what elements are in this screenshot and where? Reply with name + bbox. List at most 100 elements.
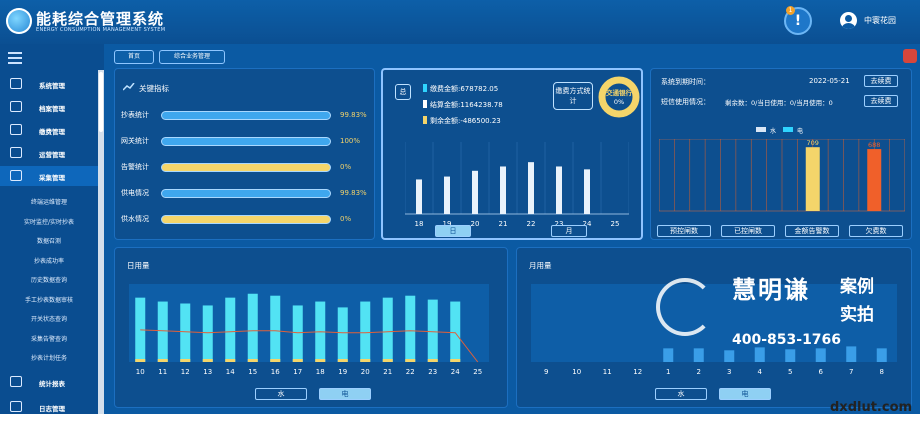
sidebar-subitem[interactable]: 手工抄表数据审核 <box>24 296 73 304</box>
close-button[interactable] <box>903 49 917 63</box>
sidebar-subitem[interactable]: 采集告警查询 <box>30 335 67 343</box>
daily-bar-cap <box>270 359 281 362</box>
daily-power-button[interactable]: 电 <box>319 388 371 400</box>
daily-bar <box>157 301 168 362</box>
payment-legend-chip <box>423 100 427 108</box>
control-count-button[interactable]: 金额告警数 <box>785 225 839 237</box>
x-tick-label: 1 <box>666 368 670 376</box>
control-bar <box>805 147 820 211</box>
x-tick-label: 21 <box>499 220 508 228</box>
x-tick-label: 6 <box>819 368 824 376</box>
month-button[interactable]: 月 <box>551 225 587 237</box>
x-tick-label: 5 <box>788 368 792 376</box>
sidebar-item-3[interactable]: 运营管理 <box>0 143 98 163</box>
monthly-bar <box>724 350 735 362</box>
control-count-button[interactable]: 欠费数 <box>849 225 903 237</box>
x-tick-label: 2 <box>697 368 701 376</box>
payment-donut: 交通银行 0% <box>598 76 640 118</box>
x-tick-label: 14 <box>226 368 235 376</box>
user-name[interactable]: 中寰花园 <box>864 16 896 25</box>
monthly-water-button[interactable]: 水 <box>655 388 707 400</box>
daily-bar-cap <box>157 359 168 362</box>
x-tick-label: 4 <box>758 368 763 376</box>
daily-water-button[interactable]: 水 <box>255 388 307 400</box>
sidebar-item-4[interactable]: 采集管理 <box>0 166 98 186</box>
yen-icon <box>10 124 22 135</box>
sidebar-bottom-item-1[interactable]: 日志管理 <box>0 397 98 417</box>
metric-percent: 99.83% <box>340 189 367 197</box>
daily-line <box>140 329 479 363</box>
day-button[interactable]: 日 <box>435 225 471 237</box>
x-tick-label: 19 <box>338 368 347 376</box>
payment-bar <box>556 166 562 214</box>
sidebar-subitem[interactable]: 数据召测 <box>36 238 61 245</box>
daily-bar <box>427 299 438 362</box>
sidebar-scrollbar[interactable] <box>98 70 104 427</box>
metric-label: 供水情况 <box>121 215 149 223</box>
daily-bar-cap <box>180 359 191 362</box>
renew-button[interactable]: 去续费 <box>864 75 898 87</box>
metric-progress-bar <box>161 189 331 198</box>
monthly-bar <box>693 348 704 362</box>
daily-bar-cap <box>382 359 393 362</box>
monthly-bar <box>876 348 887 362</box>
monitor-icon <box>10 78 22 89</box>
x-tick-label: 18 <box>316 368 325 376</box>
control-count-button[interactable]: 预控闸数 <box>657 225 711 237</box>
x-tick-label: 17 <box>293 368 302 376</box>
legend-water: 水 <box>770 128 777 135</box>
daily-bar-cap <box>135 359 146 362</box>
sidebar-subitem[interactable]: 开关状态查询 <box>30 316 67 323</box>
tab-business[interactable]: 综合业务管理 <box>159 50 225 64</box>
sidebar-subitem[interactable]: 抄表成功率 <box>33 257 64 265</box>
menu-icon[interactable] <box>8 52 22 64</box>
sidebar-item-label: 采集管理 <box>39 174 65 182</box>
daily-bar <box>180 303 191 362</box>
legend-power-swatch <box>783 127 793 132</box>
avatar[interactable] <box>840 12 857 29</box>
daily-bar <box>450 301 461 362</box>
sidebar-item-0[interactable]: 系统管理 <box>0 74 98 94</box>
x-tick-label: 20 <box>471 220 480 228</box>
plot-frame <box>659 139 905 212</box>
daily-bar-cap <box>202 359 213 362</box>
x-tick-label: 22 <box>527 220 536 228</box>
sms-usage: 剩余数：0/当日使用：0/当月使用：0 <box>725 99 833 107</box>
monthly-power-button[interactable]: 电 <box>719 388 771 400</box>
daily-bar <box>202 305 213 362</box>
sidebar-subitem[interactable]: 历史数据查询 <box>30 277 67 284</box>
daily-bar-cap <box>225 359 236 362</box>
x-tick-label: 10 <box>572 368 581 376</box>
payment-panel: 总 缴费金额:678782.05 结算金额:1164238.78 剩余金额:-486… <box>381 68 643 240</box>
legend-power: 电 <box>797 128 804 135</box>
x-tick-label: 15 <box>248 368 257 376</box>
sidebar-item-label: 运营管理 <box>39 151 65 159</box>
sidebar-subitem[interactable]: 抄表计划任务 <box>30 355 67 362</box>
x-tick-label: 20 <box>361 368 370 376</box>
data-label: 709 <box>807 139 819 147</box>
sidebar-subitem[interactable]: 终端运维管理 <box>30 199 67 206</box>
sidebar: 系统管理档案管理缴费管理运营管理采集管理终端运维管理实时监控/实时抄表 数据召测抄… <box>0 44 104 431</box>
sidebar-subitem[interactable]: 实时监控/实时抄表 <box>23 218 75 226</box>
control-count-button[interactable]: 已控闸数 <box>721 225 775 237</box>
daily-bar <box>225 297 236 362</box>
daily-bar <box>270 295 281 362</box>
sidebar-bottom-item-0[interactable]: 统计报表 <box>0 372 98 392</box>
tab-home[interactable]: 首页 <box>114 50 154 64</box>
alert-icon[interactable]: ! <box>784 7 812 35</box>
x-tick-label: 24 <box>451 368 460 376</box>
renew-sms-button[interactable]: 去续费 <box>864 95 898 107</box>
x-tick-label: 22 <box>406 368 415 376</box>
logo-icon <box>6 8 32 34</box>
x-tick-label: 19 <box>443 220 452 228</box>
x-tick-label: 11 <box>158 368 167 376</box>
daily-bar-cap <box>360 359 371 362</box>
daily-usage-panel: 日用量 10 11 12 13 14 15 16 17 18 19 20 21 22 23 24 25 水 电 <box>114 247 508 408</box>
daily-bar <box>382 297 393 362</box>
plot-area <box>531 284 897 362</box>
metric-label: 抄表统计 <box>121 111 149 119</box>
sidebar-item-label: 统计报表 <box>39 380 65 388</box>
x-tick-label: 24 <box>583 220 592 228</box>
sidebar-item-2[interactable]: 缴费管理 <box>0 120 98 140</box>
sidebar-item-1[interactable]: 档案管理 <box>0 97 98 117</box>
